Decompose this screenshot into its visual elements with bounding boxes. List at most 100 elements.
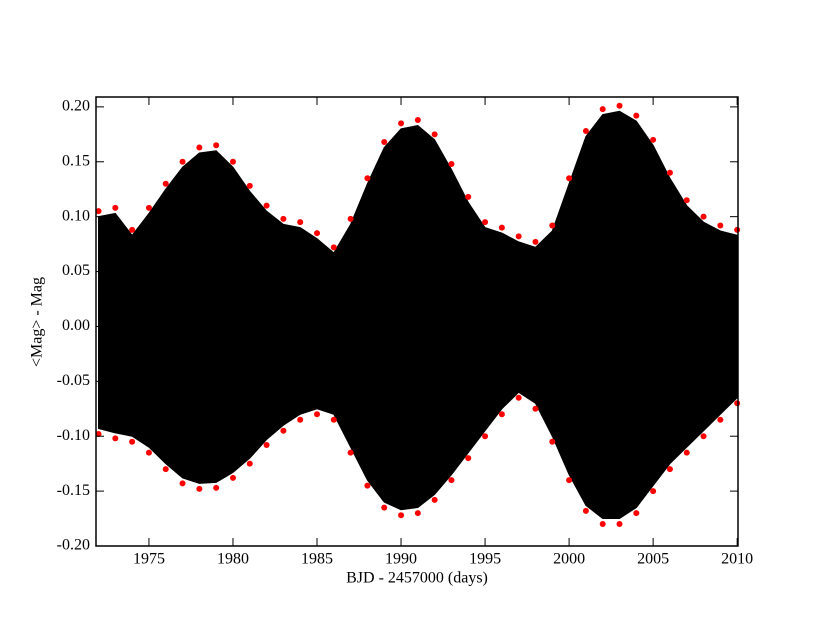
data-point xyxy=(482,433,489,440)
data-point xyxy=(398,512,405,519)
y-tick-label: -0.15 xyxy=(57,482,90,499)
data-point xyxy=(633,112,640,119)
data-point xyxy=(650,488,657,495)
data-point xyxy=(347,449,354,456)
data-point xyxy=(683,449,690,456)
data-point xyxy=(196,485,203,492)
y-tick-label: -0.20 xyxy=(57,537,90,554)
data-point xyxy=(381,139,388,146)
x-tick-label: 1975 xyxy=(133,551,165,568)
data-point xyxy=(431,496,438,503)
data-point xyxy=(297,416,304,423)
data-point xyxy=(717,416,724,423)
data-point xyxy=(179,480,186,487)
data-point xyxy=(145,449,152,456)
data-point xyxy=(616,102,623,109)
x-tick-label: 1985 xyxy=(301,551,333,568)
data-point xyxy=(95,208,102,215)
data-point xyxy=(162,180,169,187)
data-point xyxy=(364,482,371,489)
data-point xyxy=(650,136,657,143)
data-point xyxy=(381,504,388,511)
plot-frame xyxy=(95,96,739,547)
data-point xyxy=(448,160,455,167)
data-point xyxy=(616,521,623,528)
model-band xyxy=(98,110,738,327)
x-tick-label: 1995 xyxy=(469,551,501,568)
data-point xyxy=(112,435,119,442)
data-point xyxy=(666,466,673,473)
data-point xyxy=(633,510,640,517)
y-tick-label: 0.10 xyxy=(62,207,90,224)
data-point xyxy=(229,158,236,165)
data-point xyxy=(498,224,505,231)
x-tick-label: 1990 xyxy=(385,551,417,568)
model-band xyxy=(98,325,738,520)
data-point xyxy=(599,106,606,113)
data-point xyxy=(280,215,287,222)
data-point xyxy=(582,128,589,135)
data-point xyxy=(465,193,472,200)
data-point xyxy=(515,394,522,401)
data-point xyxy=(314,411,321,418)
x-tick-label: 2005 xyxy=(637,551,669,568)
y-tick-label: 0.20 xyxy=(62,98,90,115)
x-axis-label: BJD - 2457000 (days) xyxy=(346,570,488,587)
data-point xyxy=(129,438,136,445)
data-point xyxy=(112,204,119,211)
data-point xyxy=(465,455,472,462)
data-point xyxy=(566,477,573,484)
data-point xyxy=(683,197,690,204)
data-point xyxy=(734,226,741,233)
data-point xyxy=(246,460,253,467)
data-point xyxy=(700,213,707,220)
data-point xyxy=(280,427,287,434)
x-tick-label: 2000 xyxy=(553,551,585,568)
data-point xyxy=(314,230,321,237)
data-point xyxy=(129,226,136,233)
data-point xyxy=(666,169,673,176)
y-tick-label: 0.00 xyxy=(62,317,90,334)
data-point xyxy=(549,438,556,445)
data-point xyxy=(414,117,421,124)
y-tick-label: -0.10 xyxy=(57,427,90,444)
x-tick-label: 1980 xyxy=(217,551,249,568)
data-point xyxy=(213,484,220,491)
data-point xyxy=(482,219,489,226)
data-point xyxy=(263,442,270,449)
x-tick-label: 2010 xyxy=(721,551,753,568)
data-point xyxy=(95,431,102,438)
y-tick-label: 0.05 xyxy=(62,262,90,279)
y-axis-label: <Mag> - Mag xyxy=(29,277,46,367)
data-point xyxy=(297,219,304,226)
data-point xyxy=(179,158,186,165)
data-point xyxy=(431,131,438,138)
data-point xyxy=(734,400,741,407)
data-point xyxy=(566,175,573,182)
data-point xyxy=(330,244,337,251)
data-point xyxy=(549,222,556,229)
data-point xyxy=(717,222,724,229)
data-point xyxy=(532,238,539,245)
data-point xyxy=(414,510,421,517)
data-point xyxy=(246,182,253,189)
data-point xyxy=(599,521,606,528)
data-point xyxy=(196,144,203,151)
data-point xyxy=(448,477,455,484)
data-point xyxy=(330,416,337,423)
data-point xyxy=(364,175,371,182)
data-point xyxy=(515,233,522,240)
data-point xyxy=(213,142,220,149)
data-point xyxy=(532,405,539,412)
data-point xyxy=(700,433,707,440)
data-point xyxy=(145,204,152,211)
data-point xyxy=(263,202,270,209)
data-point xyxy=(347,215,354,222)
data-point xyxy=(229,474,236,481)
data-point xyxy=(582,507,589,514)
y-tick-label: -0.05 xyxy=(57,372,90,389)
data-point xyxy=(162,466,169,473)
data-point xyxy=(498,411,505,418)
data-point xyxy=(398,120,405,127)
